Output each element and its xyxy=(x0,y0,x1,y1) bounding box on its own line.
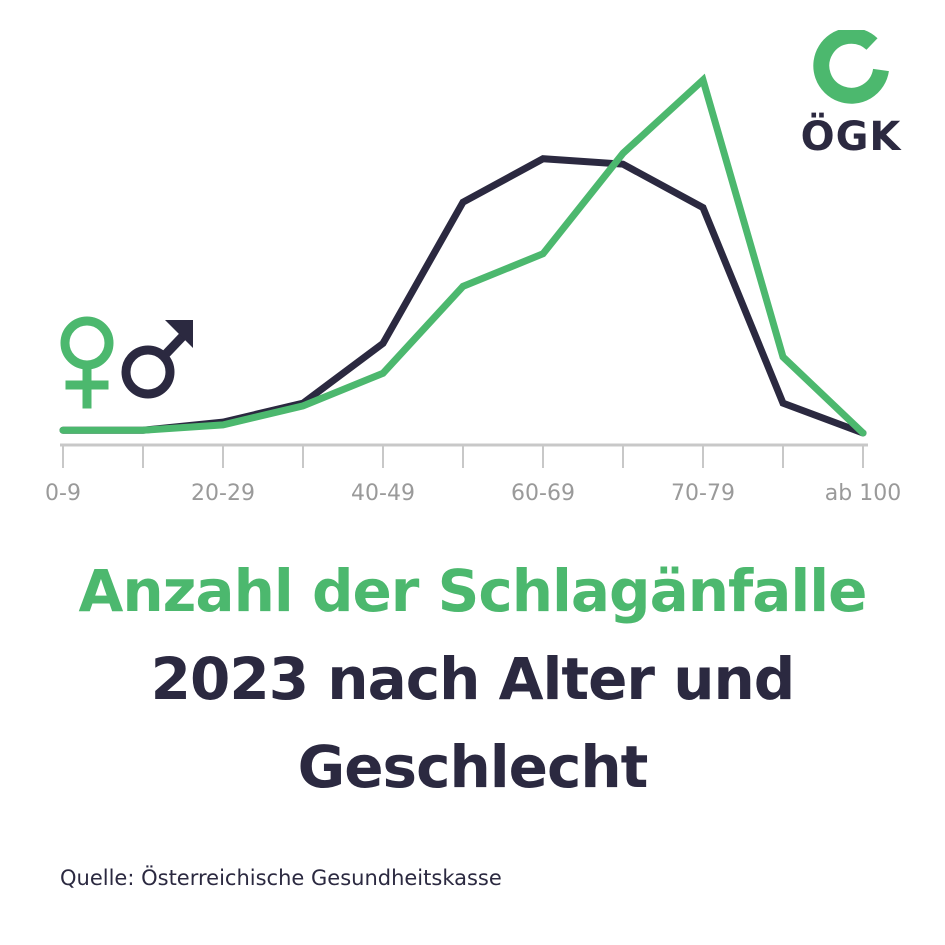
logo-text: ÖGK xyxy=(800,114,902,160)
series-layer xyxy=(59,73,867,437)
source-note: Quelle: Österreichische Gesundheitskasse xyxy=(60,866,502,890)
female-series-line xyxy=(59,73,867,437)
x-tick-label: 70-79 xyxy=(671,481,735,506)
male-symbol-icon xyxy=(121,331,188,399)
x-ticks: 0-9 20-29 40-49 60-69 70-79 ab 100 xyxy=(45,445,901,506)
x-tick-label: 40-49 xyxy=(351,481,415,506)
title-line-2: 2023 nach Alter und xyxy=(150,645,796,713)
x-tick-label: ab 100 xyxy=(825,481,901,506)
title-line-1: Anzahl der Schlagänfalle xyxy=(78,557,868,625)
female-symbol-icon xyxy=(60,316,114,409)
x-tick-label: 0-9 xyxy=(45,481,81,506)
x-tick-label: 60-69 xyxy=(511,481,575,506)
x-tick-label: 20-29 xyxy=(191,481,255,506)
male-series-line xyxy=(59,155,867,437)
title-line-3: Geschlecht xyxy=(297,733,649,801)
logo-ring-icon xyxy=(813,27,889,104)
male-arrow-head-icon xyxy=(165,320,193,348)
oegk-logo: ÖGK xyxy=(792,27,910,160)
